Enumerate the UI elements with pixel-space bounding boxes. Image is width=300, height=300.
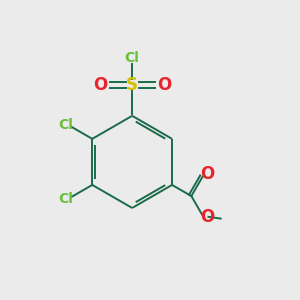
Text: O: O [157, 76, 171, 94]
Text: S: S [126, 76, 138, 94]
Text: O: O [200, 165, 215, 183]
Text: Cl: Cl [125, 51, 140, 65]
Text: O: O [200, 208, 215, 226]
Text: O: O [93, 76, 107, 94]
Text: Cl: Cl [58, 192, 73, 206]
Text: Cl: Cl [58, 118, 73, 132]
